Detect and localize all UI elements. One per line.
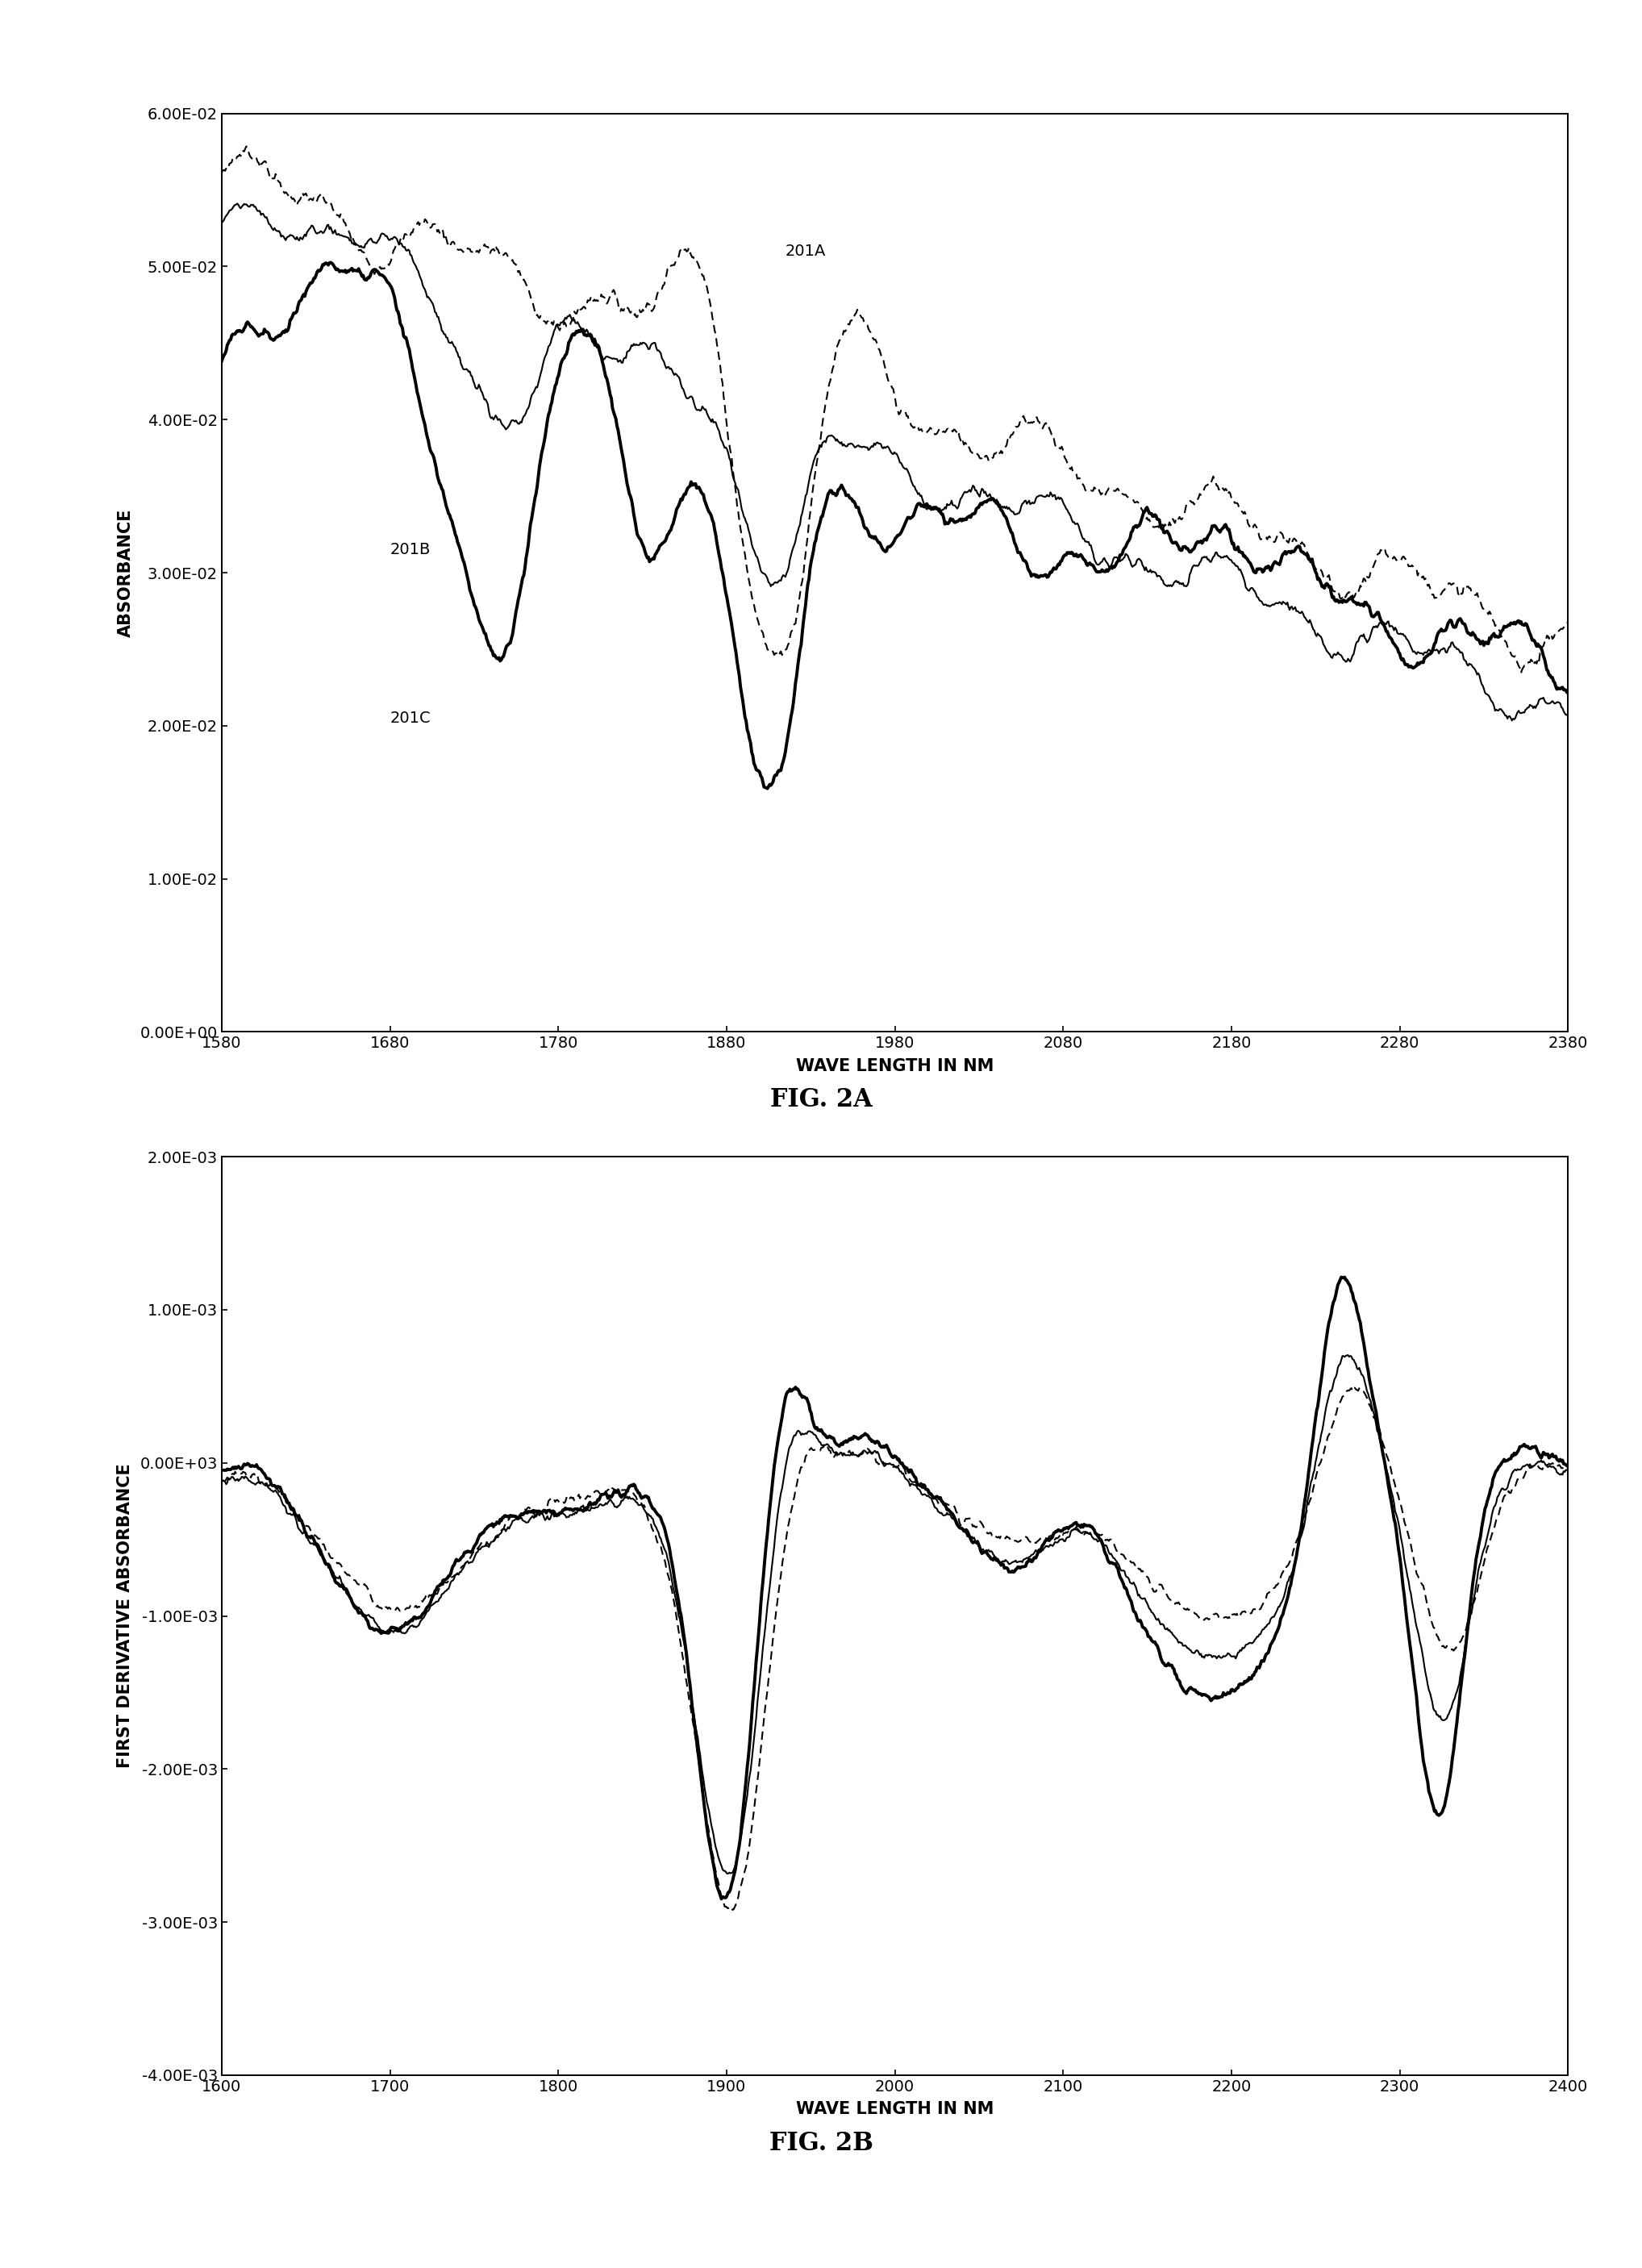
Text: 201B: 201B: [391, 542, 430, 558]
Text: 201A: 201A: [785, 243, 826, 259]
X-axis label: WAVE LENGTH IN NM: WAVE LENGTH IN NM: [796, 2100, 993, 2118]
Y-axis label: FIRST DERIVATIVE ABSORBANCE: FIRST DERIVATIVE ABSORBANCE: [117, 1463, 133, 1769]
Text: FIG. 2A: FIG. 2A: [770, 1086, 872, 1114]
Text: 201C: 201C: [391, 710, 430, 726]
Text: FIG. 2B: FIG. 2B: [768, 2130, 874, 2157]
Y-axis label: ABSORBANCE: ABSORBANCE: [117, 508, 133, 637]
X-axis label: WAVE LENGTH IN NM: WAVE LENGTH IN NM: [796, 1057, 993, 1075]
